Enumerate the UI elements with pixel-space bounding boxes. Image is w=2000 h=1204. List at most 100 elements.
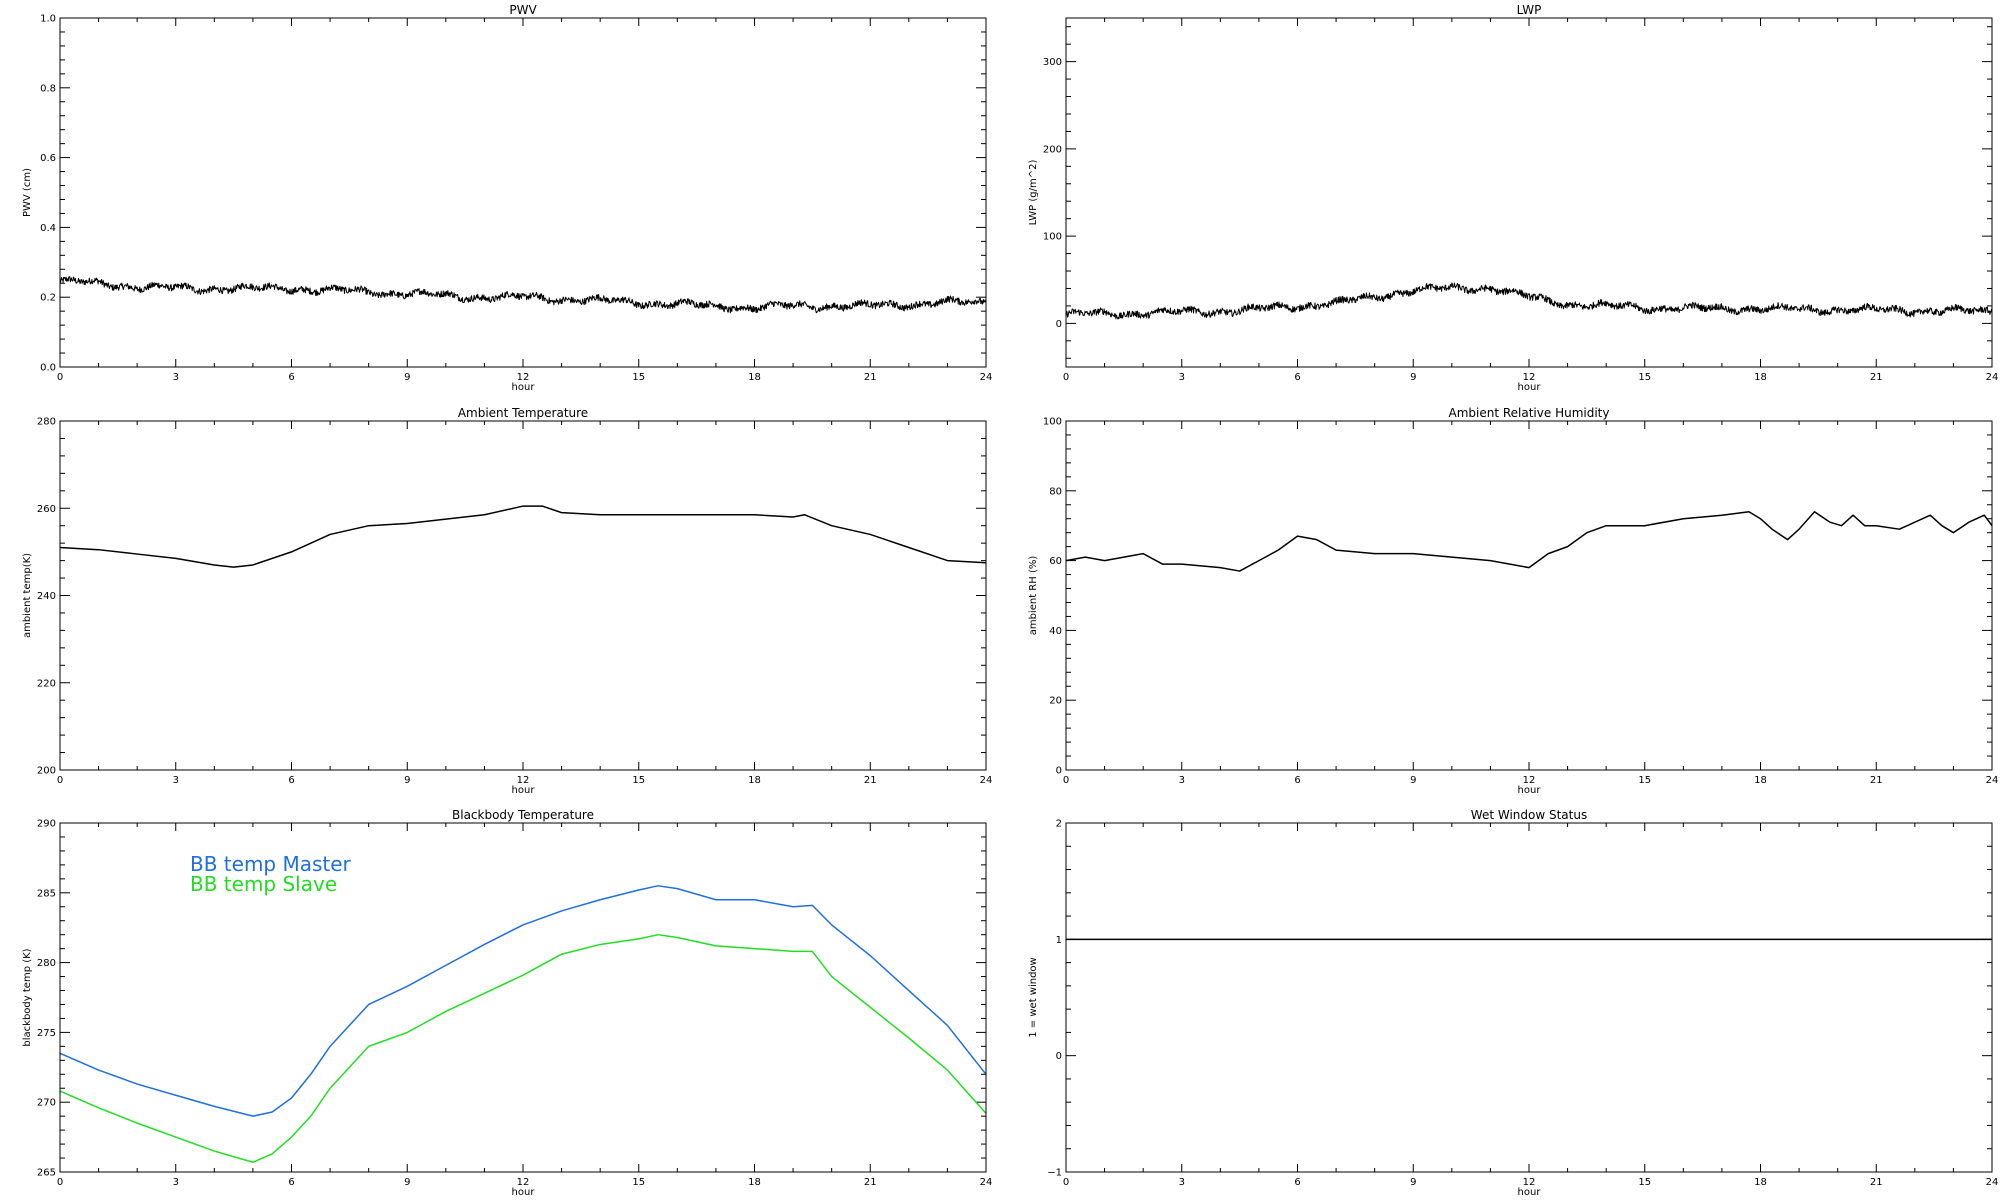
y-tick-label: 40 <box>1049 626 1062 637</box>
x-tick-label: 24 <box>1986 1177 1999 1188</box>
chart-title: PWV <box>509 3 537 17</box>
x-tick-label: 24 <box>980 1177 993 1188</box>
x-tick-label: 21 <box>1870 775 1883 786</box>
y-tick-label: 80 <box>1049 486 1062 497</box>
x-tick-label: 3 <box>1179 372 1185 383</box>
y-tick-label: 220 <box>37 678 56 689</box>
x-tick-label: 24 <box>980 372 993 383</box>
y-tick-label: 1.0 <box>40 14 56 25</box>
y-tick-label: 300 <box>1043 57 1062 68</box>
panel-lwp: LWP 0 3 6 9 12 15 18 21 24 hour 0 100 200 300 LWP (g/m^… <box>1028 3 1998 393</box>
x-tick-label: 21 <box>864 1177 877 1188</box>
x-tick-label: 18 <box>748 1177 761 1188</box>
x-tick-label: 18 <box>1754 1177 1767 1188</box>
y-tick-label: 0.4 <box>40 223 56 234</box>
plot-frame <box>59 822 987 1173</box>
y-tick-label: 0.2 <box>40 293 56 304</box>
x-tick-label: 0 <box>1063 372 1069 383</box>
x-tick-label: 9 <box>404 372 410 383</box>
y-tick-label: 285 <box>37 888 56 899</box>
plot-frame <box>59 420 987 771</box>
x-tick-label: 0 <box>57 372 63 383</box>
y-tick-label: 290 <box>37 819 56 830</box>
panel-blackbody-temperature: Blackbody Temperature 0 3 6 9 12 15 18 21 24 hour 2… <box>22 808 992 1198</box>
legend-entry: BB temp Slave <box>190 872 337 896</box>
chart-title: Wet Window Status <box>1471 808 1587 822</box>
y-tick-label: 260 <box>37 504 56 515</box>
x-tick-label: 9 <box>1410 372 1416 383</box>
y-axis-label: LWP (g/m^2) <box>1028 160 1039 226</box>
x-axis-label: hour <box>512 785 536 796</box>
x-tick-label: 12 <box>517 372 530 383</box>
x-tick-label: 9 <box>1410 775 1416 786</box>
y-tick-label: 275 <box>37 1028 56 1039</box>
y-tick-label: 20 <box>1049 696 1062 707</box>
x-tick-label: 12 <box>1523 372 1536 383</box>
x-tick-label: 0 <box>1063 775 1069 786</box>
x-tick-label: 15 <box>1638 372 1651 383</box>
x-tick-label: 15 <box>1638 1177 1651 1188</box>
x-tick-label: 12 <box>1523 775 1536 786</box>
plot-frame <box>1065 420 1993 771</box>
y-axis-label: ambient RH (%) <box>1028 556 1039 636</box>
y-tick-label: 240 <box>37 591 56 602</box>
series-line <box>59 276 987 314</box>
x-tick-label: 15 <box>1638 775 1651 786</box>
panel-ambient-relative-humidity: Ambient Relative Humidity 0 3 6 9 12 15 18 21 24 h… <box>1028 406 1998 796</box>
x-tick-label: 9 <box>1410 1177 1416 1188</box>
x-tick-label: 6 <box>1294 775 1300 786</box>
x-tick-label: 21 <box>864 775 877 786</box>
y-axis-label: PWV (cm) <box>22 168 33 217</box>
y-tick-label: 265 <box>37 1168 56 1179</box>
y-tick-label: 270 <box>37 1098 56 1109</box>
x-axis-label: hour <box>1518 382 1542 393</box>
x-tick-label: 12 <box>517 1177 530 1188</box>
x-axis-label: hour <box>1518 785 1542 796</box>
y-tick-label: 100 <box>1043 232 1062 243</box>
chart-title: LWP <box>1517 3 1542 17</box>
x-tick-label: 24 <box>1986 372 1999 383</box>
series-line <box>59 505 987 568</box>
x-tick-label: 3 <box>1179 775 1185 786</box>
x-tick-label: 12 <box>1523 1177 1536 1188</box>
x-tick-label: 0 <box>1063 1177 1069 1188</box>
x-tick-label: 12 <box>517 775 530 786</box>
chart-title: Ambient Relative Humidity <box>1449 406 1610 420</box>
y-tick-label: 0 <box>1056 1051 1062 1062</box>
x-tick-label: 3 <box>173 372 179 383</box>
panel-ambient-temperature: Ambient Temperature 0 3 6 9 12 15 18 21 24 hour 200… <box>22 406 992 796</box>
x-tick-label: 6 <box>1294 372 1300 383</box>
y-tick-label: 0 <box>1056 766 1062 777</box>
series-line <box>1065 282 1993 320</box>
x-tick-label: 21 <box>1870 372 1883 383</box>
y-tick-label: 280 <box>37 417 56 428</box>
x-tick-label: 24 <box>1986 775 1999 786</box>
x-tick-label: 6 <box>288 775 294 786</box>
x-tick-label: 21 <box>1870 1177 1883 1188</box>
y-tick-label: 200 <box>1043 144 1062 155</box>
y-tick-label: 60 <box>1049 556 1062 567</box>
plot-frame <box>1065 17 1993 368</box>
y-tick-label: 200 <box>37 766 56 777</box>
x-axis-label: hour <box>512 1187 536 1198</box>
y-tick-label: 2 <box>1056 819 1062 830</box>
x-tick-label: 6 <box>1294 1177 1300 1188</box>
x-tick-label: 15 <box>632 372 645 383</box>
y-tick-label: 0.8 <box>40 83 56 94</box>
x-axis-label: hour <box>1518 1187 1542 1198</box>
y-tick-label: 280 <box>37 958 56 969</box>
chart-title: Blackbody Temperature <box>452 808 594 822</box>
y-axis-label: 1 = wet window <box>1028 957 1039 1037</box>
x-tick-label: 15 <box>632 1177 645 1188</box>
y-axis-label: ambient temp(K) <box>22 553 33 638</box>
x-tick-label: 6 <box>288 1177 294 1188</box>
y-tick-label: −1 <box>1047 1168 1062 1179</box>
x-tick-label: 18 <box>748 372 761 383</box>
x-tick-label: 9 <box>404 775 410 786</box>
y-tick-label: 1 <box>1056 935 1062 946</box>
panel-pwv: PWV 0 3 6 9 12 15 18 21 24 hour 0.0 0.2 0.4 0.6 0.8 1.0 P… <box>22 3 992 393</box>
chart-title: Ambient Temperature <box>458 406 588 420</box>
